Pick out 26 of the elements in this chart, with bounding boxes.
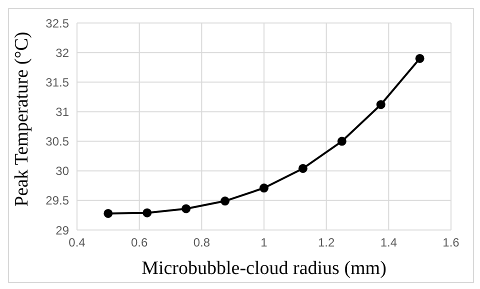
point — [376, 100, 386, 110]
y-tick-label: 29 — [56, 223, 70, 238]
y-tick-label: 31.5 — [46, 75, 70, 90]
y-tick-label: 30 — [56, 164, 70, 178]
x-axis-title: Microbubble-cloud radius (mm) — [142, 258, 386, 279]
y-tick-label: 32 — [56, 46, 70, 60]
point — [182, 204, 191, 214]
point — [337, 136, 346, 146]
x-tick-label: 1.6 — [442, 236, 460, 250]
x-tick-label: 0.8 — [193, 236, 210, 250]
y-tick-label: 32.5 — [46, 16, 70, 30]
point — [104, 208, 113, 218]
point — [260, 184, 268, 193]
y-tick-label: 29.5 — [46, 194, 70, 208]
point — [220, 196, 230, 206]
point — [142, 208, 152, 218]
y-axis-title: Peak Temperature (°C) — [12, 32, 33, 206]
x-tick-label: 0.4 — [68, 236, 86, 250]
y-tick-label: 31 — [56, 104, 70, 119]
y-tick-label: 30.5 — [46, 134, 70, 149]
point — [298, 164, 308, 173]
x-tick-label: 1.2 — [318, 236, 335, 250]
x-tick-label: 1.4 — [380, 236, 398, 250]
x-tick-label: 0.6 — [130, 236, 148, 250]
point — [415, 54, 424, 63]
x-tick-label: 1 — [260, 236, 268, 250]
